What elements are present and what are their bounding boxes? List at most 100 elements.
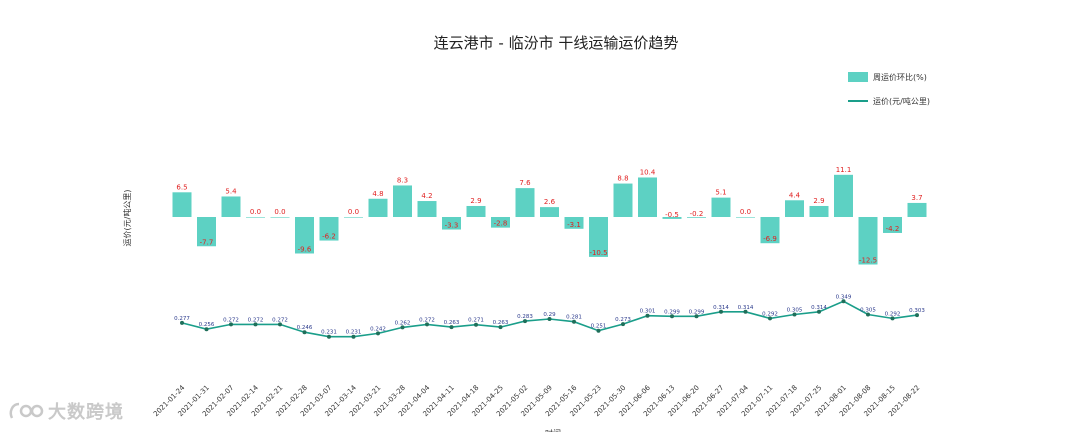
bar-label: 5.4 bbox=[225, 187, 237, 195]
line-point bbox=[670, 314, 674, 319]
bar-series bbox=[172, 174, 927, 265]
line-series bbox=[180, 299, 919, 339]
line-point bbox=[817, 309, 821, 314]
line-point bbox=[523, 319, 527, 324]
bar bbox=[442, 217, 461, 230]
bar bbox=[270, 217, 290, 218]
bar-label: 10.4 bbox=[640, 168, 656, 176]
line-point-label: 0.349 bbox=[836, 294, 852, 300]
line-point-label: 0.231 bbox=[346, 330, 362, 336]
bar bbox=[613, 183, 633, 217]
bar bbox=[393, 185, 412, 217]
line-point bbox=[474, 322, 478, 327]
bar-labels: 6.5 -7.7 5.4 0.0 0.0 -9.6 -6.2 0.0 4.8 8.3 4.2 -3.3… bbox=[176, 166, 922, 265]
bar bbox=[417, 201, 437, 217]
bar-label: 4.4 bbox=[789, 191, 801, 199]
bar-label: -0.5 bbox=[665, 211, 679, 219]
bar bbox=[368, 198, 388, 217]
bar-label: 2.6 bbox=[544, 198, 556, 206]
bar bbox=[638, 177, 657, 217]
bar bbox=[687, 217, 706, 218]
bar-label: 11.1 bbox=[836, 166, 852, 174]
line-point bbox=[596, 328, 601, 333]
line-point bbox=[180, 320, 184, 325]
legend-swatch-bar bbox=[848, 72, 868, 82]
bar-label: -10.5 bbox=[589, 249, 607, 257]
bar-label: 4.8 bbox=[372, 190, 383, 198]
bar bbox=[564, 217, 584, 229]
watermark-text: 大数跨境 bbox=[48, 402, 124, 423]
bar-label: -6.2 bbox=[322, 233, 336, 241]
line-point bbox=[841, 299, 846, 304]
bar-label: 4.2 bbox=[421, 192, 432, 200]
bar bbox=[344, 217, 363, 218]
line-point bbox=[351, 334, 356, 339]
line-point-label: 0.273 bbox=[615, 317, 631, 323]
line-point-label: 0.281 bbox=[566, 315, 582, 321]
bar bbox=[785, 200, 804, 217]
bar-label: -0.2 bbox=[690, 210, 704, 218]
line-point bbox=[621, 322, 625, 327]
line-point bbox=[915, 313, 919, 318]
bar-label: -12.5 bbox=[859, 257, 877, 265]
bar-label: 0.0 bbox=[740, 208, 751, 216]
bar bbox=[858, 217, 878, 265]
legend-label-line: 运价(元/吨公里) bbox=[873, 96, 930, 106]
bar-label: -7.7 bbox=[200, 238, 214, 246]
line-point bbox=[792, 312, 797, 317]
line-point-label: 0.272 bbox=[248, 317, 264, 323]
line-point bbox=[327, 334, 331, 339]
bar-label: 0.0 bbox=[348, 208, 359, 216]
line-point bbox=[866, 312, 870, 317]
bar bbox=[736, 217, 755, 218]
bar bbox=[466, 205, 486, 217]
bar-label: 0.0 bbox=[274, 208, 285, 216]
line-point-label: 0.271 bbox=[468, 318, 484, 324]
line-point bbox=[743, 309, 748, 314]
line-point-label: 0.301 bbox=[640, 309, 656, 315]
chart-title: 连云港市 - 临汾市 干线运输运价趋势 bbox=[434, 34, 679, 52]
line-point-label: 0.283 bbox=[517, 314, 533, 320]
watermark: 大数跨境 bbox=[8, 398, 124, 424]
line-point bbox=[694, 314, 699, 319]
line-point bbox=[204, 327, 209, 332]
line-point-label: 0.251 bbox=[591, 324, 607, 330]
line-point bbox=[645, 313, 650, 318]
bar bbox=[883, 217, 902, 233]
bar bbox=[221, 196, 241, 217]
x-tick-labels: 2021-01-242021-01-312021-02-072021-02-14… bbox=[152, 383, 921, 418]
bar-label: 8.3 bbox=[397, 176, 408, 184]
line-point-label: 0.242 bbox=[370, 326, 386, 332]
bar bbox=[834, 174, 853, 217]
line-point-label: 0.305 bbox=[787, 308, 803, 314]
line-point bbox=[302, 330, 307, 335]
bar-label: -4.2 bbox=[886, 225, 900, 233]
line-point-label: 0.231 bbox=[321, 330, 337, 336]
bar bbox=[319, 217, 339, 241]
line-labels: 0.277 0.256 0.272 0.272 0.272 0.246 0.231 0.231… bbox=[174, 294, 925, 335]
line-point-label: 0.299 bbox=[664, 309, 680, 315]
line-point bbox=[547, 317, 552, 321]
bar bbox=[589, 217, 608, 257]
line-point bbox=[376, 331, 380, 336]
bar-label: 5.1 bbox=[715, 189, 726, 197]
bar-label: -9.6 bbox=[298, 245, 312, 253]
x-axis-label: 时间 bbox=[545, 428, 561, 432]
line-point-label: 0.303 bbox=[909, 308, 925, 314]
legend: 周运价环比(%) 运价(元/吨公里) bbox=[848, 72, 930, 106]
bar bbox=[515, 188, 535, 217]
bar bbox=[246, 217, 265, 218]
bar-label: 2.9 bbox=[813, 197, 824, 205]
line-point bbox=[425, 322, 429, 327]
line-point bbox=[890, 316, 895, 321]
line-point-label: 0.292 bbox=[885, 311, 901, 317]
line-point-label: 0.314 bbox=[738, 305, 754, 311]
line-point-label: 0.314 bbox=[713, 305, 729, 311]
bar bbox=[295, 217, 314, 254]
bar bbox=[662, 217, 682, 219]
line-point-label: 0.263 bbox=[493, 320, 509, 326]
line-point bbox=[572, 319, 576, 324]
line-point-label: 0.314 bbox=[811, 305, 827, 311]
